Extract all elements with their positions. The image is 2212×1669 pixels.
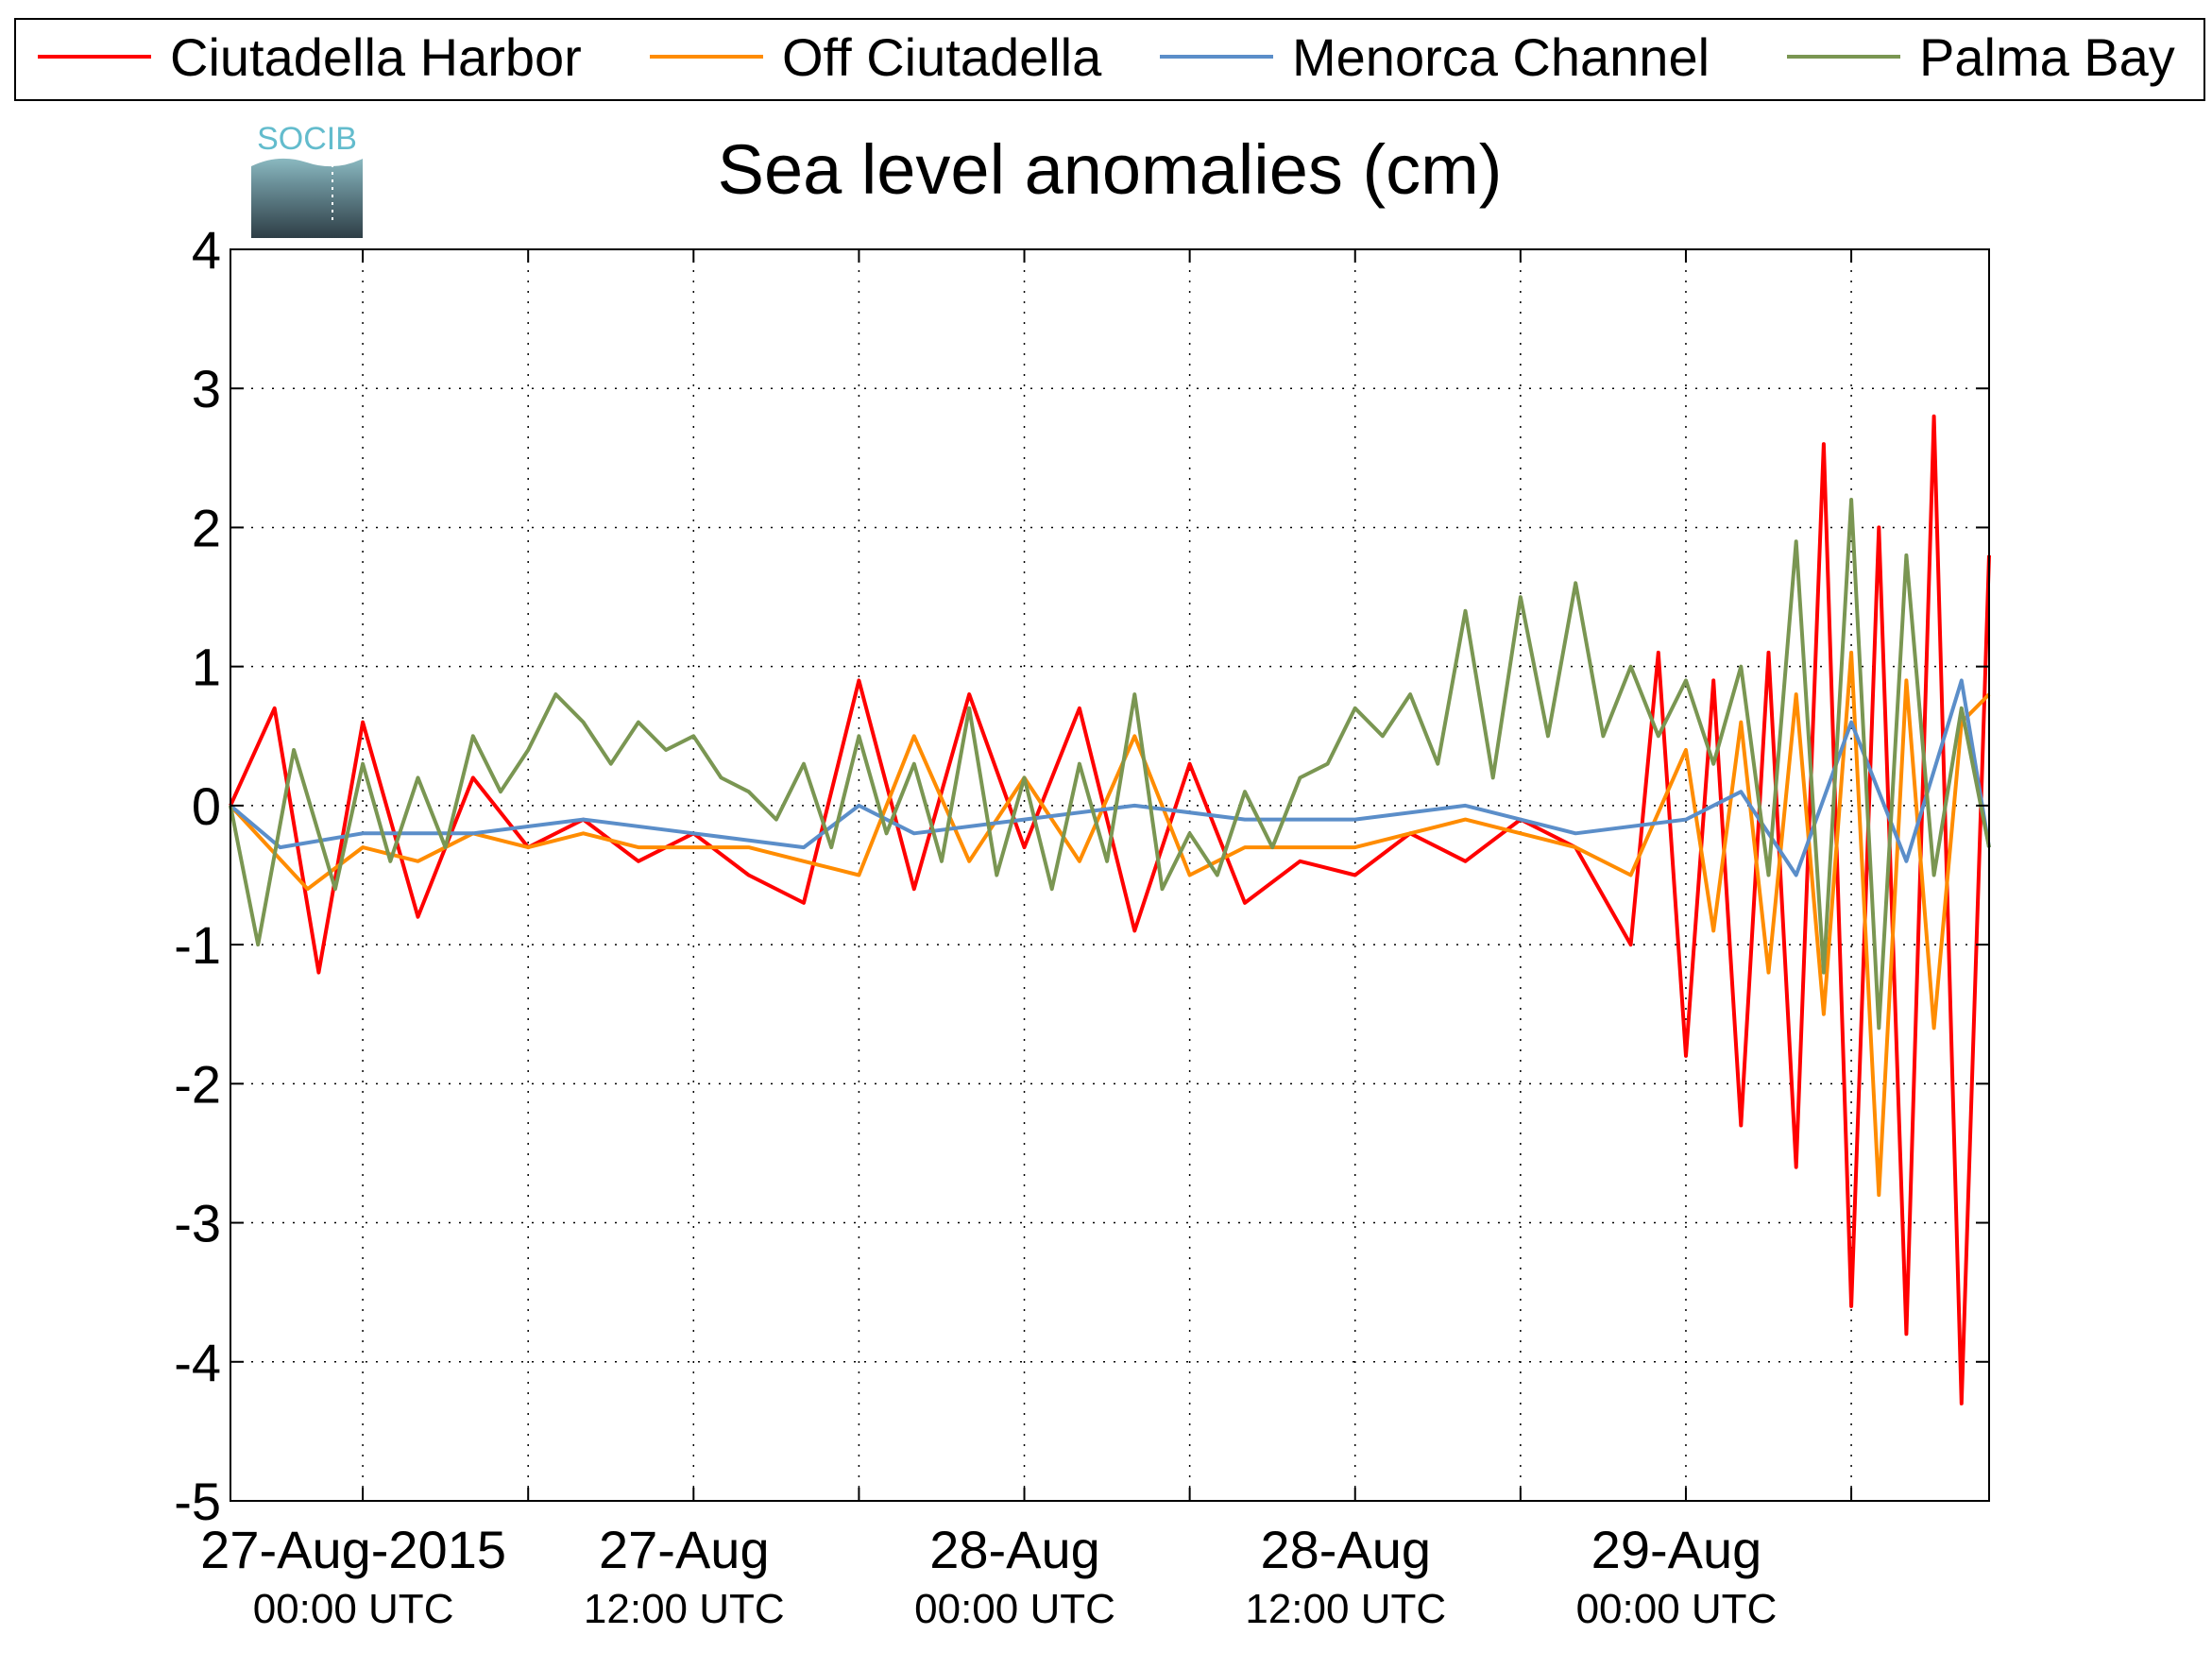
x-tick-label-time: 00:00 UTC bbox=[1576, 1586, 1778, 1632]
series-line-palma-bay bbox=[229, 498, 1991, 1030]
ticks bbox=[230, 248, 1989, 1502]
x-tick-label-time: 12:00 UTC bbox=[1245, 1586, 1446, 1632]
y-tick-label: -4 bbox=[174, 1333, 221, 1392]
x-tick-label-date: 28-Aug bbox=[1260, 1520, 1431, 1579]
socib-logo-text: SOCIB bbox=[257, 121, 357, 157]
plot-area bbox=[230, 249, 1989, 1501]
y-axis-labels: 4 3 2 1 0 -1 -2 -3 -4 -5 bbox=[174, 220, 221, 1531]
y-tick-label: 4 bbox=[192, 220, 221, 280]
x-tick-label-date: 29-Aug bbox=[1591, 1520, 1762, 1579]
y-tick-label: 0 bbox=[192, 776, 221, 836]
socib-logo-wave bbox=[251, 155, 363, 167]
legend-label-off-ciutadella: Off Ciutadella bbox=[782, 27, 1102, 87]
legend-frame bbox=[14, 18, 2205, 101]
y-tick-label: 3 bbox=[192, 359, 221, 418]
socib-logo-block bbox=[251, 155, 363, 238]
legend-label-palma-bay: Palma Bay bbox=[1919, 27, 2175, 87]
chart-title: Sea level anomalies (cm) bbox=[718, 130, 1503, 209]
x-tick-label-date: 27-Aug bbox=[599, 1520, 770, 1579]
x-tick-label-date: 28-Aug bbox=[929, 1520, 1100, 1579]
legend-label-menorca-channel: Menorca Channel bbox=[1292, 27, 1710, 87]
x-tick-label-time: 00:00 UTC bbox=[253, 1586, 454, 1632]
series-line-ciutadella-harbor bbox=[229, 414, 1991, 1405]
y-tick-label: -1 bbox=[174, 915, 221, 975]
legend: Ciutadella Harbor Off Ciutadella Menorca C… bbox=[14, 18, 2205, 101]
y-tick-label: -3 bbox=[174, 1194, 221, 1253]
series-line-menorca-channel bbox=[229, 678, 1991, 877]
y-tick-label: -5 bbox=[174, 1472, 221, 1531]
socib-logo: SOCIB bbox=[251, 121, 363, 238]
x-tick-label-date: 27-Aug-2015 bbox=[200, 1520, 506, 1579]
legend-label-ciutadella-harbor: Ciutadella Harbor bbox=[170, 27, 582, 87]
x-tick-label-time: 12:00 UTC bbox=[584, 1586, 785, 1632]
plot-frame bbox=[230, 248, 1990, 1502]
y-tick-label: 2 bbox=[192, 498, 221, 557]
y-tick-label: 1 bbox=[192, 638, 221, 697]
x-axis-labels: 27-Aug-2015 00:00 UTC 27-Aug 12:00 UTC 28-Au… bbox=[200, 1520, 1777, 1632]
series-layer bbox=[229, 414, 1991, 1405]
y-tick-label: -2 bbox=[174, 1054, 221, 1114]
x-tick-label-time: 00:00 UTC bbox=[914, 1586, 1115, 1632]
legend-items: Ciutadella Harbor Off Ciutadella Menorca C… bbox=[38, 27, 2175, 87]
